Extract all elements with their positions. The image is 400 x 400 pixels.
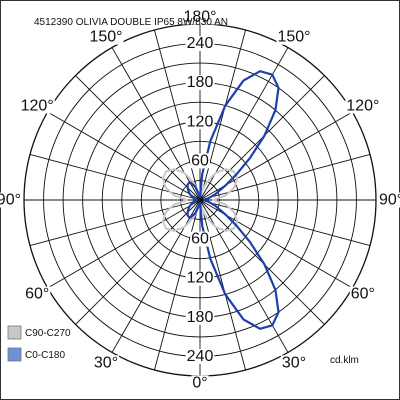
grid-spoke	[47, 199, 201, 289]
radial-tick-label-bg	[185, 36, 215, 52]
radial-tick-label: 240	[187, 348, 214, 365]
angle-label: 120°	[21, 98, 54, 115]
radial-tick-label: 60	[191, 152, 209, 169]
angle-label-bg	[0, 192, 22, 208]
radial-tick-label: 180	[187, 74, 214, 91]
radial-tick-label-bg	[185, 309, 215, 325]
tick-labels: 60 60 120 120 180 180 240 240 0° 30° 60° 90° 120° 150…	[0, 9, 400, 392]
radial-tick-label-bg	[190, 153, 210, 169]
grid-spoke	[47, 111, 201, 201]
radial-tick-label-bg	[185, 270, 215, 286]
angle-label: 180°	[183, 9, 216, 26]
grid-spoke	[154, 199, 201, 371]
angle-label: 60°	[351, 286, 375, 303]
radial-tick-label-bg	[185, 75, 215, 91]
angle-label: 30°	[282, 354, 306, 371]
grid-spoke	[199, 199, 246, 371]
angle-label-bg	[88, 29, 124, 45]
legend-swatch	[7, 325, 22, 340]
angle-label-bg	[19, 98, 55, 114]
legend-label: C0-C180	[25, 350, 65, 361]
angle-label-bg	[345, 98, 381, 114]
legend: C90-C270 C0-C180	[7, 325, 71, 362]
radial-tick-label: 180	[187, 309, 214, 326]
radial-tick-label: 240	[187, 35, 214, 52]
angle-label: 90°	[0, 192, 21, 209]
angle-label-bg	[182, 9, 218, 25]
angle-label: 60°	[25, 286, 49, 303]
radial-tick-label-bg	[190, 231, 210, 247]
radial-tick-label: 120	[187, 270, 214, 287]
legend-swatch	[7, 347, 22, 362]
angle-label: 0°	[192, 375, 207, 392]
angle-label: 30°	[94, 354, 118, 371]
angle-label-bg	[349, 286, 376, 302]
series-curve-c0-c180	[186, 70, 280, 330]
angle-label: 150°	[277, 29, 310, 46]
chart-title: 4512390 OLIVIA DOUBLE IP65 8W/830 AN	[34, 17, 228, 28]
radial-tick-label: 120	[187, 113, 214, 130]
legend-label: C90-C270	[25, 328, 71, 339]
grid-spoke	[75, 75, 201, 201]
angle-label-bg	[24, 286, 51, 302]
angle-label: 90°	[379, 192, 400, 209]
angle-label: 120°	[346, 98, 379, 115]
angle-label-bg	[92, 355, 120, 371]
angle-label-bg	[276, 29, 312, 45]
radial-tick-label-bg	[185, 114, 215, 130]
grid-spoke	[75, 199, 201, 325]
radial-tick-label: 60	[191, 231, 209, 248]
curves-layer	[161, 70, 280, 330]
angle-label-bg	[280, 355, 308, 371]
angle-label-bg	[191, 375, 209, 391]
unit-label: cd.klm	[330, 355, 359, 366]
radial-tick-label-bg	[185, 348, 215, 364]
angle-label: 150°	[89, 29, 122, 46]
angle-label-bg	[378, 192, 400, 208]
grid-spoke	[154, 29, 201, 201]
grid-spoke	[199, 29, 246, 201]
